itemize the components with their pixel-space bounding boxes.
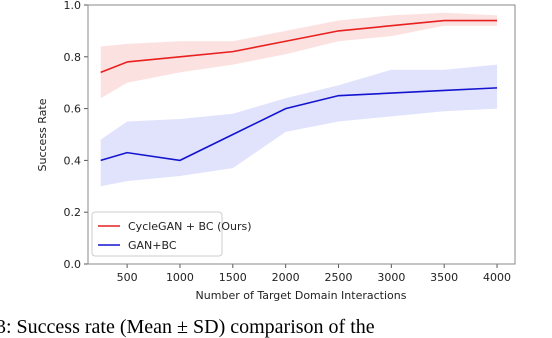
x-tick-label: 3500	[430, 271, 458, 284]
x-tick-label: 500	[117, 271, 138, 284]
y-tick-label: 0.4	[64, 154, 82, 167]
y-tick-label: 0.6	[64, 103, 82, 116]
x-axis-label: Number of Target Domain Interactions	[196, 289, 407, 302]
y-tick-label: 1.0	[64, 0, 82, 12]
caption: 3: Success rate (Mean ± SD) comparison o…	[0, 316, 375, 338]
plot-frame	[87, 4, 516, 265]
x-tick-label: 1500	[219, 271, 247, 284]
y-tick-label: 0.0	[64, 258, 82, 271]
legend-label: GAN+BC	[128, 239, 177, 252]
y-tick-label: 0.2	[64, 206, 82, 219]
sd-band	[100, 64, 498, 187]
sd-band	[100, 12, 498, 99]
legend-label: CycleGAN + BC (Ours)	[128, 220, 252, 233]
y-axis-label: Success Rate	[36, 98, 49, 171]
x-tick-label: 2000	[272, 271, 300, 284]
x-tick-label: 2500	[324, 271, 352, 284]
x-tick-label: 4000	[483, 271, 511, 284]
line	[100, 19, 498, 74]
line	[100, 87, 498, 162]
x-tick-label: 3000	[377, 271, 405, 284]
y-tick-label: 0.8	[64, 51, 82, 64]
legend-box	[91, 211, 223, 257]
x-tick-label: 1000	[166, 271, 194, 284]
